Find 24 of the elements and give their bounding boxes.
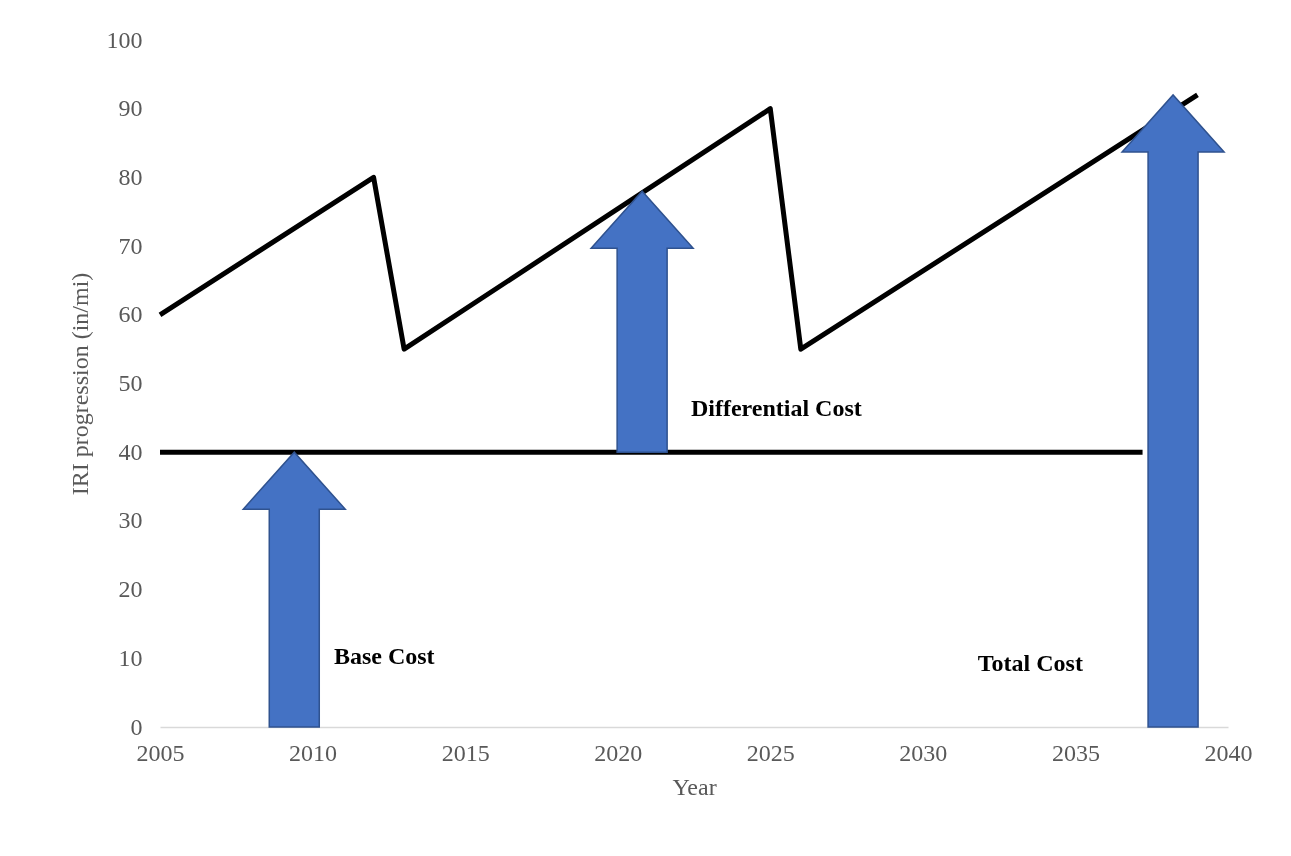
y-axis-title: IRI progression (in/mi) (66, 272, 93, 496)
y-tick-label: 20 (118, 576, 143, 603)
y-tick-label: 40 (118, 438, 143, 465)
annotation: Total Cost (977, 649, 1083, 676)
y-tick-label: 0 (130, 713, 143, 740)
y-tick-label: 10 (118, 644, 143, 671)
y-tick-label: 60 (118, 301, 143, 328)
y-tick-label: 50 (118, 370, 143, 396)
y-tick-label: 30 (118, 507, 143, 534)
x-tick-label: 2010 (289, 739, 338, 766)
y-tick-label: 100 (106, 26, 143, 53)
annotation: Base Cost (333, 642, 435, 669)
x-axis-title: Year (672, 773, 717, 800)
x-tick-label: 2030 (899, 739, 948, 766)
x-tick-label: 2040 (1204, 739, 1253, 766)
x-tick-label: 2025 (746, 739, 795, 766)
x-tick-label: 2020 (594, 739, 643, 766)
x-tick-label: 2035 (1051, 739, 1100, 766)
y-tick-label: 70 (118, 232, 143, 259)
x-tick-label: 2005 (136, 739, 185, 766)
annotation: Differential Cost (690, 394, 862, 421)
y-tick-label: 80 (118, 163, 143, 190)
y-tick-label: 90 (118, 95, 143, 122)
x-tick-label: 2015 (441, 739, 490, 766)
